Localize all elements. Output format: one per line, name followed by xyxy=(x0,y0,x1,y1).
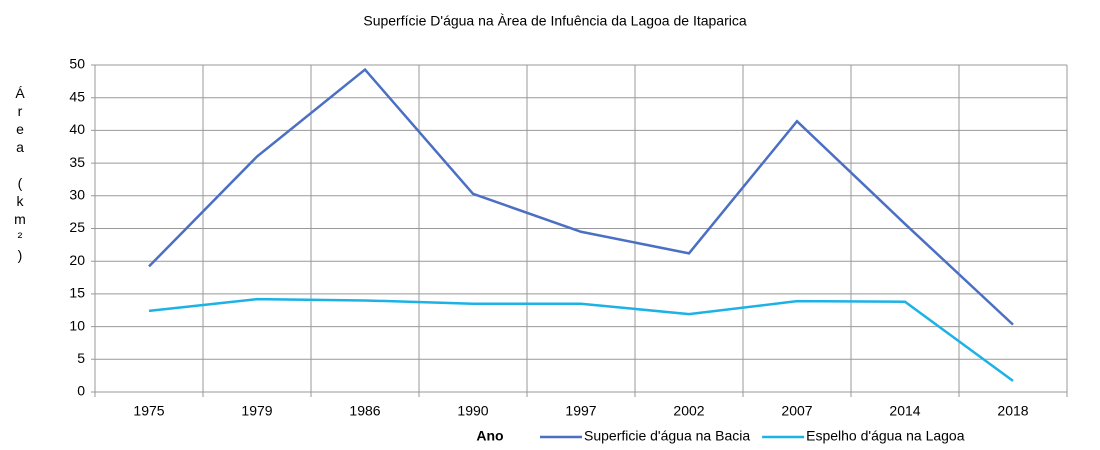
y-tick-label: 20 xyxy=(69,252,85,268)
y-tick-label: 45 xyxy=(69,88,85,104)
y-tick-label: 40 xyxy=(69,121,85,137)
x-tick-label: 2018 xyxy=(997,403,1028,419)
x-tick-label: 1986 xyxy=(349,403,380,419)
x-tick-label: 1990 xyxy=(457,403,488,419)
y-axis-label: Área (km²) xyxy=(12,85,28,265)
x-tick-label: 1997 xyxy=(565,403,596,419)
y-tick-label: 25 xyxy=(69,219,85,235)
y-tick-label: 50 xyxy=(69,56,85,72)
x-tick-label: 2002 xyxy=(673,403,704,419)
x-tick-label: 2014 xyxy=(889,403,920,419)
y-tick-label: 0 xyxy=(77,383,85,399)
series-line xyxy=(148,297,1014,382)
y-tick-label: 10 xyxy=(69,317,85,333)
chart-title: Superfície D'água na Àrea de Infuência d… xyxy=(363,13,746,29)
legend-label: Espelho d'água na Lagoa xyxy=(806,428,965,444)
y-tick-label: 5 xyxy=(77,350,85,366)
y-tick-label: 30 xyxy=(69,187,85,203)
x-axis-label: Ano xyxy=(476,428,503,444)
legend-label: Superficie d'água na Bacia xyxy=(584,428,750,444)
x-tick-label: 2007 xyxy=(781,403,812,419)
y-tick-label: 15 xyxy=(69,285,85,301)
x-tick-label: 1975 xyxy=(133,403,164,419)
series-line xyxy=(148,67,1014,326)
y-tick-label: 35 xyxy=(69,154,85,170)
x-tick-label: 1979 xyxy=(241,403,272,419)
